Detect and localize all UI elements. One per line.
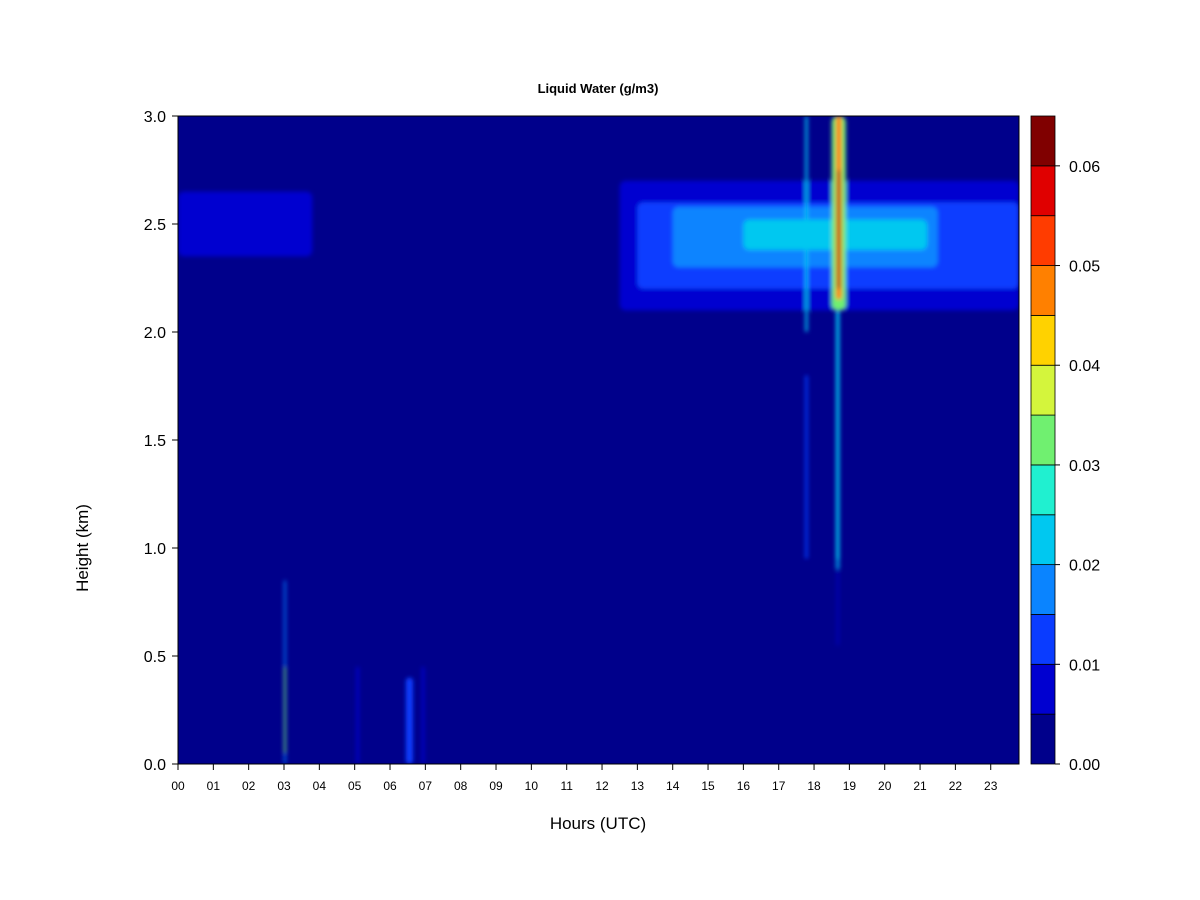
x-tick-label: 23	[984, 779, 998, 793]
colorbar-segment	[1030, 165, 1056, 217]
heatmap	[178, 116, 1019, 764]
x-tick-label: 09	[489, 779, 503, 793]
heatmap-cell	[837, 170, 840, 289]
colorbar-tick-label: 0.05	[1069, 259, 1100, 276]
x-tick-label: 14	[666, 779, 680, 793]
heatmap-cell	[837, 558, 839, 646]
heatmap-cell	[356, 666, 359, 764]
colorbar-segment	[1030, 115, 1056, 167]
x-tick-label: 20	[878, 779, 892, 793]
heatmap-features	[178, 116, 1019, 764]
x-tick-label: 17	[772, 779, 786, 793]
x-tick-label: 19	[843, 779, 857, 793]
x-tick-label: 18	[807, 779, 821, 793]
heatmap-cell	[178, 213, 203, 235]
colorbar-segment	[1030, 314, 1056, 366]
y-tick-label: 0.5	[144, 649, 166, 666]
colorbar-tick-label: 0.02	[1069, 558, 1100, 575]
colorbar-segment	[1030, 614, 1056, 665]
heatmap-cell	[805, 116, 808, 332]
x-tick-label: 07	[419, 779, 433, 793]
x-tick-label: 00	[171, 779, 185, 793]
y-tick-label: 2.5	[144, 217, 166, 234]
x-tick-label: 13	[631, 779, 645, 793]
colorbar-segment	[1030, 265, 1056, 316]
colorbar-tick-label: 0.04	[1069, 358, 1100, 375]
y-tick-label: 2.0	[144, 325, 166, 342]
colorbar-segment	[1030, 464, 1056, 516]
x-tick-label: 12	[595, 779, 609, 793]
x-tick-label: 03	[277, 779, 291, 793]
x-tick-label: 02	[242, 779, 256, 793]
colorbar-segment	[1030, 564, 1056, 615]
y-axis: 0.0 0.5 1.0 1.5 2.0 2.5 3.0	[144, 109, 178, 774]
x-tick-label: 11	[560, 779, 573, 793]
x-tick-label: 10	[525, 779, 539, 793]
y-tick-label: 0.0	[144, 757, 166, 774]
x-tick-label: 08	[454, 779, 468, 793]
heatmap-cell	[405, 677, 413, 764]
x-tick-label: 16	[737, 779, 751, 793]
colorbar-segment	[1030, 514, 1056, 566]
x-axis: 00 01 02 03 04 05 06 07 08 09 10 11 12 13 14 15 16 17 18 19…	[171, 764, 998, 793]
colorbar-segment	[1030, 663, 1056, 715]
heatmap-cell	[805, 375, 808, 559]
x-tick-label: 21	[913, 779, 927, 793]
y-tick-label: 1.5	[144, 433, 166, 450]
colorbar-tick-label: 0.03	[1069, 458, 1100, 475]
colorbar: 0.00 0.01 0.02 0.03 0.04 0.05 0.06	[1030, 115, 1100, 774]
colorbar-tick-label: 0.01	[1069, 657, 1100, 674]
heatmap-cell	[284, 666, 286, 754]
heatmap-cell	[178, 191, 313, 257]
x-tick-label: 01	[207, 779, 221, 793]
x-tick-label: 05	[348, 779, 362, 793]
x-tick-label: 22	[949, 779, 963, 793]
colorbar-segment	[1030, 414, 1056, 466]
heatmap-cell	[835, 310, 840, 570]
y-axis-label: Height (km)	[73, 504, 92, 592]
y-tick-label: 1.0	[144, 541, 166, 558]
x-tick-label: 15	[701, 779, 715, 793]
colorbar-segment	[1030, 364, 1056, 416]
colorbar-tick-label: 0.06	[1069, 159, 1100, 176]
x-tick-label: 04	[313, 779, 327, 793]
chart-title: Liquid Water (g/m3)	[538, 81, 659, 96]
heatmap-cell	[421, 666, 425, 764]
x-axis-label: Hours (UTC)	[550, 814, 646, 833]
y-tick-label: 3.0	[144, 109, 166, 126]
colorbar-tick-label: 0.00	[1069, 757, 1100, 774]
colorbar-segment	[1030, 215, 1056, 266]
colorbar-segment	[1030, 713, 1056, 765]
x-tick-label: 06	[383, 779, 397, 793]
